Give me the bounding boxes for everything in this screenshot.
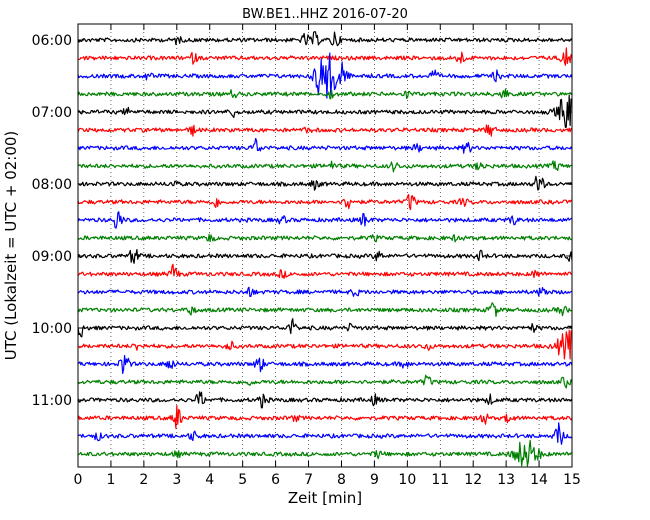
trace-1030 — [77, 355, 573, 374]
trace-0615 — [77, 47, 573, 66]
plot-frame — [77, 23, 573, 468]
x-tick-label: 11 — [431, 472, 449, 488]
y-tick-label: 09:00 — [32, 249, 72, 265]
y-tick-label: 06:00 — [32, 33, 72, 49]
trace-0630 — [77, 52, 573, 99]
y-tick-label: 11:00 — [32, 393, 72, 409]
trace-0815 — [77, 194, 573, 211]
y-axis-label: UTC (Lokalzeit = UTC + 02:00) — [2, 131, 20, 361]
x-tick-label: 2 — [139, 472, 148, 488]
x-tick-label: 12 — [464, 472, 482, 488]
x-tick-label: 15 — [563, 472, 581, 488]
trace-0830 — [77, 211, 573, 229]
trace-0745 — [77, 160, 573, 173]
trace-0700 — [77, 94, 573, 128]
x-axis-label: Zeit [min] — [288, 489, 362, 507]
trace-1045 — [77, 374, 573, 389]
x-tick-label: 0 — [74, 472, 83, 488]
x-tick-label: 8 — [337, 472, 346, 488]
trace-0930 — [77, 286, 573, 297]
trace-1000 — [77, 318, 573, 338]
x-tick-label: 13 — [497, 472, 515, 488]
x-tick-label: 1 — [106, 472, 115, 488]
trace-1015 — [77, 329, 573, 360]
trace-0715 — [77, 124, 573, 137]
trace-1115 — [77, 405, 573, 429]
trace-0645 — [77, 88, 573, 100]
x-tick-label: 7 — [304, 472, 313, 488]
y-tick-label: 10:00 — [32, 321, 72, 337]
y-tick-label: 08:00 — [32, 177, 72, 193]
trace-1100 — [77, 391, 573, 409]
axis-ticks: 0 1 2 3 4 5 6 7 8 9 10 11 12 13 14 1506:0007:0008:0009:… — [32, 24, 581, 488]
trace-0600 — [77, 31, 573, 47]
x-tick-label: 4 — [205, 472, 214, 488]
trace-0845 — [77, 233, 573, 243]
trace-1145 — [77, 439, 573, 467]
trace-0730 — [77, 137, 573, 154]
trace-0915 — [77, 263, 573, 279]
seismic-traces — [77, 31, 573, 467]
x-tick-label: 6 — [271, 472, 280, 488]
y-tick-label: 07:00 — [32, 105, 72, 121]
trace-0800 — [77, 175, 573, 191]
trace-0945 — [77, 302, 573, 317]
x-tick-label: 5 — [238, 472, 247, 488]
trace-1130 — [77, 422, 573, 445]
chart-title: BW.BE1..HHZ 2016-07-20 — [242, 7, 408, 22]
x-tick-label: 3 — [172, 472, 181, 488]
trace-0900 — [77, 249, 573, 264]
x-tick-label: 9 — [370, 472, 379, 488]
x-tick-label: 14 — [530, 472, 548, 488]
x-tick-label: 10 — [398, 472, 416, 488]
